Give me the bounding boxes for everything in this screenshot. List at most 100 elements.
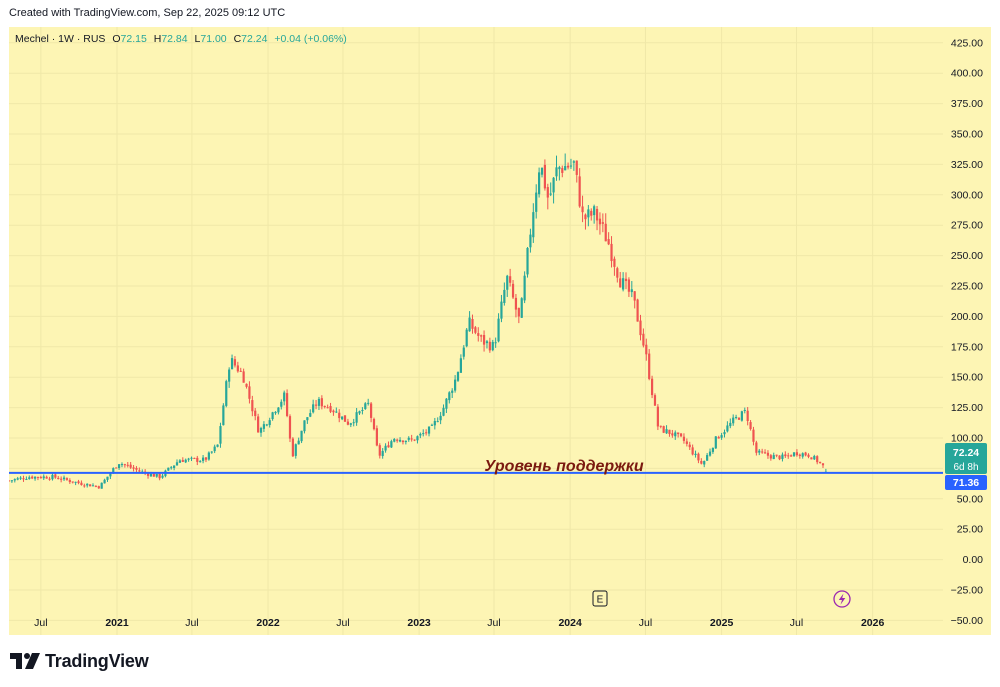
candle-body (480, 335, 483, 337)
candle-body (132, 467, 135, 469)
candle-body (326, 407, 329, 409)
candle-body (694, 453, 697, 455)
candle-body (674, 432, 677, 437)
candle-body (648, 353, 651, 379)
candle-body (265, 424, 268, 426)
candle-body (239, 370, 242, 372)
candle-body (31, 476, 34, 479)
candle-body (538, 172, 541, 195)
candle-body (561, 168, 564, 173)
candle-body (332, 410, 335, 413)
tradingview-branding[interactable]: TradingView (10, 650, 149, 672)
candle-body (129, 464, 132, 468)
candle-body (190, 457, 193, 459)
candle-body (323, 405, 326, 407)
candle-body (772, 455, 775, 460)
candle-body (778, 455, 781, 460)
legend-change: +0.04 (+0.06%) (274, 33, 346, 45)
candle-body (126, 464, 129, 466)
candle-body (769, 455, 772, 459)
price-chart[interactable]: Уровень поддержки 425.00 400.00 375.00 350.… (9, 27, 991, 635)
candle-body (352, 422, 355, 424)
candle-body (766, 452, 770, 456)
candle-body (181, 460, 184, 462)
price-axis-background[interactable] (943, 27, 991, 635)
candle-body (500, 301, 503, 319)
candle-body (228, 369, 231, 382)
legend-high-value: 72.84 (161, 33, 187, 45)
candle-body (781, 454, 784, 459)
candle-body (36, 476, 40, 478)
candle-body (349, 423, 352, 425)
price-tick-label: 400.00 (951, 68, 983, 80)
time-tick-label: Jul (34, 617, 47, 629)
candle-body (607, 239, 610, 245)
chart-frame[interactable]: Уровень поддержки 425.00 400.00 375.00 350.… (9, 27, 991, 635)
price-tick-label: 0.00 (963, 554, 984, 566)
candle-body (196, 457, 199, 462)
candle-body (459, 358, 462, 373)
candle-body (792, 452, 796, 456)
current-price-value: 72.24 (953, 447, 979, 459)
candle-body (112, 468, 115, 473)
current-price-tag[interactable]: 72.24 6d 8h (945, 443, 987, 474)
candle-body (711, 447, 715, 452)
candle-body (54, 474, 57, 478)
candle-body (454, 379, 457, 391)
candle-body (636, 299, 639, 322)
candle-body (720, 435, 723, 438)
candle-body (248, 386, 251, 399)
candle-body (506, 275, 509, 290)
candle-body (540, 167, 544, 175)
candle-body (51, 474, 54, 480)
candle-body (656, 406, 659, 427)
candle-body (288, 416, 292, 439)
candle-body (338, 412, 341, 419)
lightning-icon[interactable] (833, 590, 851, 608)
candle-body (375, 428, 378, 446)
earnings-marker-box (592, 590, 608, 607)
candle-body (642, 333, 645, 346)
earnings-marker[interactable]: E (592, 590, 608, 607)
legend-open-label: O (112, 33, 120, 45)
candle-body (752, 429, 755, 442)
time-tick-label: 2024 (558, 617, 582, 629)
tradingview-wordmark: TradingView (45, 650, 149, 671)
candle-body (97, 486, 100, 489)
candles (9, 153, 827, 489)
support-price-tag[interactable]: 71.36 (945, 475, 987, 490)
bar-countdown: 6d 8h (953, 462, 978, 473)
candle-body (535, 192, 538, 212)
candle-body (610, 243, 613, 262)
candle-body (671, 433, 674, 436)
candle-body (546, 187, 549, 198)
candle-body (688, 444, 691, 448)
candle-body (117, 464, 121, 469)
candle-body (700, 461, 703, 464)
candle-body (120, 464, 124, 466)
candle-body (532, 212, 535, 238)
candle-body (303, 420, 306, 432)
candle-body (575, 160, 578, 175)
candle-body (619, 278, 622, 288)
candle-body (10, 480, 13, 482)
candle-body (633, 291, 636, 301)
candle-body (578, 176, 581, 207)
time-tick-label: Jul (639, 617, 652, 629)
candle-body (697, 453, 700, 461)
support-annotation[interactable]: Уровень поддержки (484, 458, 643, 475)
candle-body (410, 438, 413, 440)
candle-body (242, 371, 245, 383)
candle-body (213, 446, 216, 452)
candle-body (520, 298, 523, 318)
price-tick-label: −50.00 (951, 615, 984, 627)
legend-close-label: C (234, 33, 242, 45)
candle-body (813, 456, 816, 460)
candle-body (245, 383, 248, 387)
candle-body (259, 428, 263, 433)
candle-body (818, 461, 822, 463)
candle-body (178, 460, 182, 463)
candle-body (346, 421, 350, 425)
candle-body (526, 247, 529, 275)
tradingview-logo-icon (10, 653, 40, 669)
